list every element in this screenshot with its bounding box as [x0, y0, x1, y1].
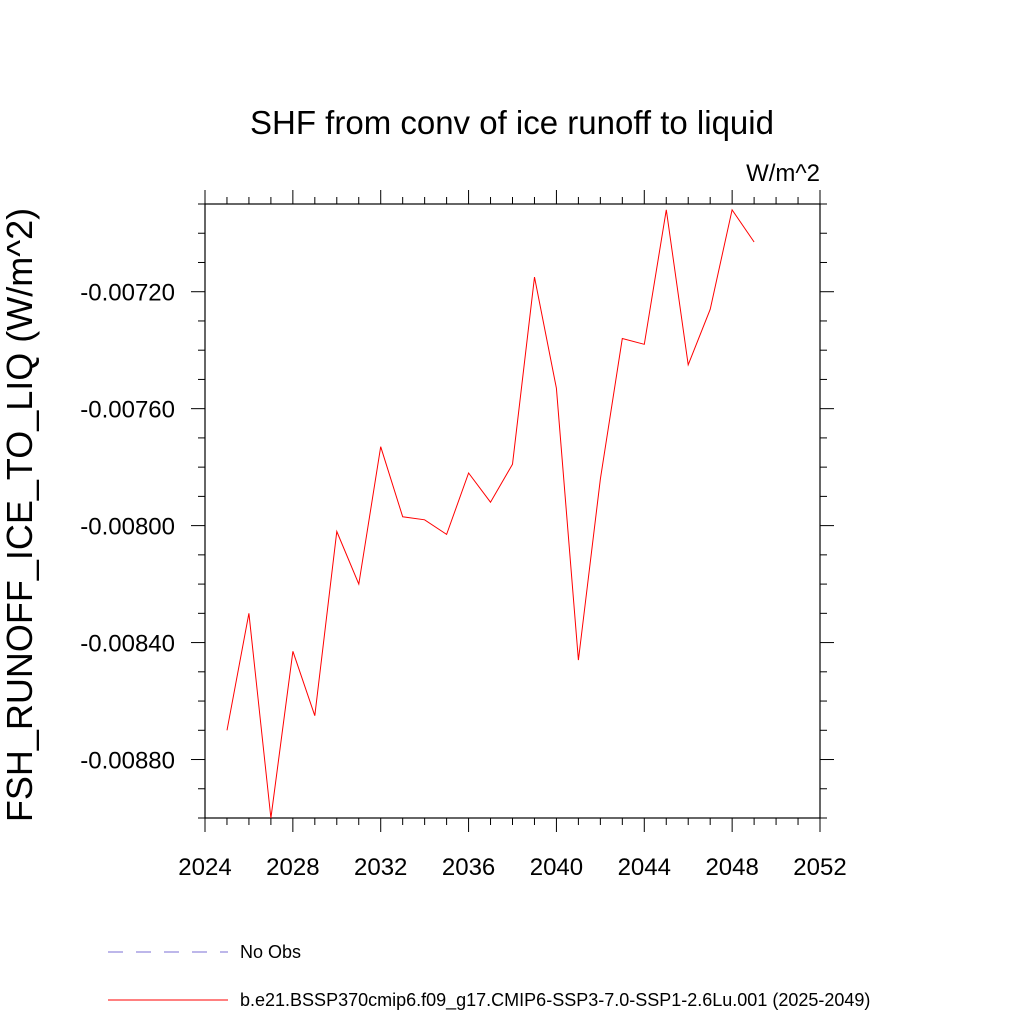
legend-swatch-solid: [108, 999, 228, 1001]
chart-title: SHF from conv of ice runoff to liquid: [250, 104, 774, 141]
series-group: [226, 208, 755, 819]
x-tick-label: 2024: [178, 854, 231, 881]
y-tick-label: -0.00840: [80, 631, 175, 658]
legend-label: No Obs: [240, 941, 302, 962]
legend-item-no-obs: No Obs: [108, 942, 301, 962]
y-tick-label: -0.00880: [80, 748, 175, 775]
legend-label: b.e21.BSSP370cmip6.f09_g17.CMIP6-SSP3-7.…: [240, 989, 871, 1010]
x-tick-label: 2044: [618, 854, 671, 881]
plot-frame: [204, 203, 821, 819]
series-line: [226, 208, 755, 819]
x-tick-label: 2036: [442, 854, 495, 881]
legend-swatch-dashed: [108, 951, 228, 953]
y-tick-label: -0.00760: [80, 397, 175, 424]
x-tick-label: 2048: [705, 854, 758, 881]
axis-ticks: 2024 2028 2032 2036 2040 2044 2048 2052 -0.00880…: [80, 190, 847, 881]
units-label: W/m^2: [746, 160, 820, 187]
y-tick-label: -0.00800: [80, 514, 175, 541]
x-tick-label: 2032: [354, 854, 407, 881]
legend-item-model-run: b.e21.BSSP370cmip6.f09_g17.CMIP6-SSP3-7.…: [108, 990, 870, 1010]
x-tick-label: 2052: [793, 854, 846, 881]
x-tick-label: 2028: [266, 854, 319, 881]
x-tick-label: 2040: [530, 854, 583, 881]
y-tick-label: -0.00720: [80, 280, 175, 307]
